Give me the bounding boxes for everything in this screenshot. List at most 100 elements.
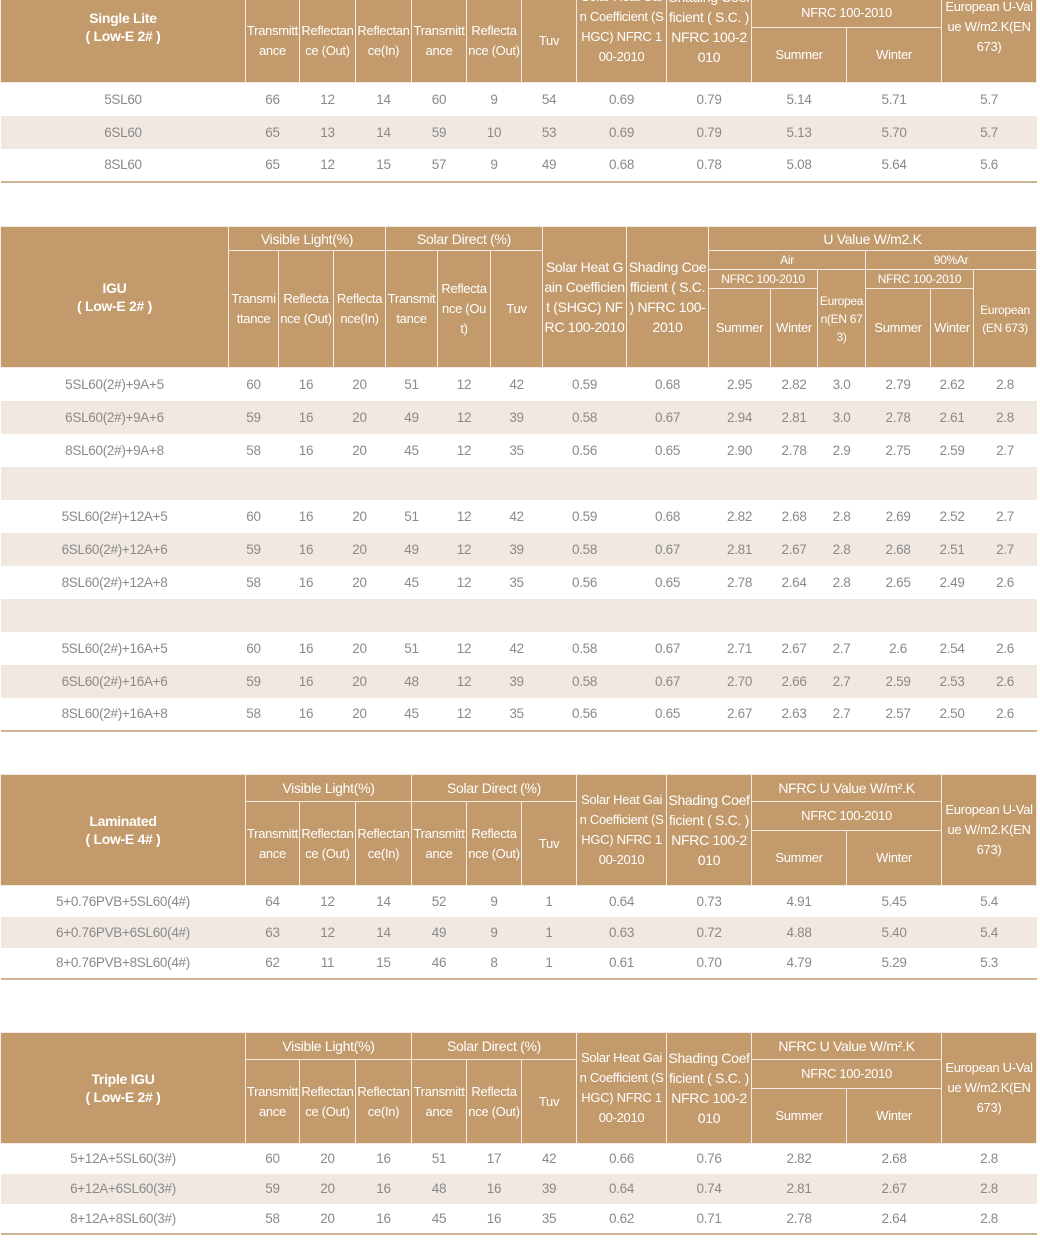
product-name-cell: 5SL60(2#)+9A+5	[65, 376, 164, 392]
value-cell: 16	[466, 1203, 522, 1235]
header-transmittance: Transmittance	[411, 801, 468, 886]
value-cell	[333, 466, 386, 500]
value-cell: 35	[521, 1203, 577, 1235]
value-cell: 2.7	[817, 664, 866, 698]
header-shgc: Solar Heat Gain Coefficient (SHGC) NFRC …	[542, 226, 628, 368]
value-cell: 62	[245, 947, 300, 980]
value-cell: 2.68	[865, 532, 931, 566]
product-name-cell: 5+12A+5SL60(3#)	[70, 1151, 176, 1167]
value-cell: 2.61	[930, 400, 974, 434]
value-cell: 16	[278, 664, 334, 698]
header-nfrc: NFRC 100-2010	[751, 1059, 943, 1089]
value-cell: 0.67	[626, 400, 709, 434]
header-visible-light: Visible Light(%)	[244, 774, 413, 802]
value-cell: 0.59	[571, 508, 598, 524]
value-cell: 51	[404, 640, 419, 656]
value-cell: 46	[411, 947, 467, 980]
value-cell: 0.67	[626, 664, 709, 698]
value-cell: 11	[299, 947, 356, 980]
product-name-cell: 6SL60(2#)+16A+6	[0, 664, 229, 698]
value-cell	[770, 598, 818, 632]
value-cell: 51	[404, 508, 419, 524]
table-row: 5+0.76PVB+5SL60(4#) 64 12 14 52 9 1 0.64 0.73 4.9…	[1, 886, 1037, 917]
value-cell: 2.81	[770, 400, 818, 434]
product-name-cell: 8SL60	[0, 148, 246, 183]
value-cell: 1	[521, 947, 577, 980]
value-cell: 12	[456, 442, 472, 458]
value-cell: 64	[265, 893, 280, 909]
header-reflectance-in: Reflectance(In)	[332, 250, 387, 368]
value-cell: 2.78	[865, 400, 931, 434]
value-cell: 2.64	[846, 1203, 942, 1235]
header-visible-light: Visible Light(%)	[227, 226, 387, 251]
value-cell	[228, 598, 279, 632]
value-cell	[626, 466, 709, 500]
value-cell: 3.0	[832, 376, 851, 392]
value-cell: 42	[509, 640, 524, 656]
value-cell: 2.6	[889, 640, 907, 656]
value-cell: 2.49	[939, 574, 965, 590]
header-winter: Winter	[846, 1088, 943, 1144]
header-nfrc-u-value: NFRC U Value W/m².K	[751, 774, 943, 802]
value-cell: 2.8	[941, 1173, 1037, 1204]
value-cell: 5.08	[751, 148, 847, 183]
header-solar-direct: Solar Direct (%)	[411, 774, 578, 802]
value-cell: 58	[246, 574, 261, 590]
table-title: Triple IGU ( Low-E 2# )	[0, 1032, 246, 1144]
value-cell: 39	[490, 664, 543, 698]
value-cell: 5.29	[846, 947, 942, 980]
value-cell: 0.61	[576, 947, 667, 980]
header-reflectance-out: Reflectance (Out)	[299, 0, 356, 83]
value-cell: 12	[456, 508, 472, 524]
value-cell: 10	[466, 115, 522, 149]
value-cell: 16	[298, 376, 314, 392]
value-cell: 2.7	[973, 532, 1037, 566]
table-row: 8+12A+8SL60(3#) 58 20 16 45 16 35 0.62 0.71 2.78 2…	[0, 1203, 1037, 1235]
header-reflectance-in: Reflectance(In)	[354, 0, 413, 83]
value-cell: 2.81	[708, 532, 771, 566]
header-reflectance-out: Reflectance (Out)	[466, 801, 523, 886]
value-cell: 39	[521, 1173, 577, 1204]
value-cell: 12	[437, 400, 491, 434]
value-cell: 20	[352, 508, 367, 524]
value-cell: 35	[509, 574, 524, 590]
product-name-cell: 5SL60(2#)+16A+5	[61, 640, 168, 656]
value-cell: 16	[278, 400, 334, 434]
value-cell: 9	[466, 916, 522, 948]
value-cell: 2.65	[885, 574, 911, 590]
value-cell: 12	[437, 664, 491, 698]
value-cell: 60	[265, 1151, 280, 1167]
value-cell	[490, 466, 543, 500]
value-cell: 0.69	[576, 115, 667, 149]
header-row: Laminated( Low-E 4# ) Visible Light(%) Sol…	[0, 774, 1038, 886]
value-cell	[228, 466, 279, 500]
table-row: 6+0.76PVB+6SL60(4#) 63 12 14 49 9 1 0.63 0.72 4.8…	[0, 916, 1037, 948]
header-row: Summer Winter	[1, 1088, 1037, 1144]
value-cell: 0.78	[666, 148, 752, 183]
value-cell	[333, 598, 386, 632]
value-cell: 12	[299, 916, 356, 948]
table-title: IGU ( Low-E 2# )	[0, 226, 229, 368]
value-cell: 42	[509, 508, 524, 524]
value-cell: 0.58	[542, 400, 627, 434]
value-cell: 2.8	[817, 532, 866, 566]
value-cell: 2.82	[786, 1151, 812, 1167]
value-cell: 17	[486, 1151, 502, 1167]
value-cell: 5.4	[980, 893, 998, 909]
value-cell: 2.82	[726, 508, 753, 524]
value-cell	[770, 466, 818, 500]
value-cell: 60	[431, 91, 447, 107]
value-cell: 3.0	[817, 400, 866, 434]
value-cell: 0.56	[571, 442, 598, 458]
value-cell: 5.45	[881, 893, 907, 909]
header-summer: Summer	[751, 1088, 848, 1144]
value-cell: 12	[456, 640, 472, 656]
table-subtitle: ( Low-E 2# )	[77, 298, 152, 314]
value-cell: 20	[352, 640, 367, 656]
value-cell: 0.66	[608, 1151, 635, 1167]
value-cell: 0.65	[654, 574, 681, 590]
header-reflectance-out: Reflectance (Out)	[437, 250, 492, 368]
value-cell: 0.70	[666, 947, 752, 980]
header-shgc: Solar Heat Gain Coefficient (SHGC) NFRC …	[576, 1032, 668, 1144]
value-cell: 0.63	[576, 916, 667, 948]
